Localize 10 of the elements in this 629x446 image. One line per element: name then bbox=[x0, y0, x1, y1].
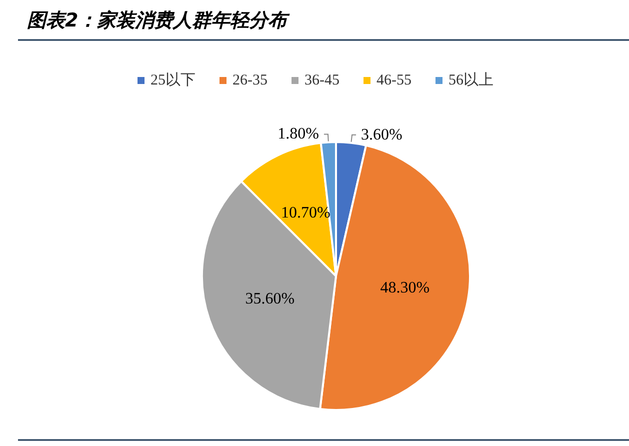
data-label: 3.60% bbox=[361, 126, 402, 144]
legend-label: 25以下 bbox=[150, 72, 196, 88]
legend-label: 36-45 bbox=[304, 72, 340, 88]
data-label: 1.80% bbox=[278, 126, 319, 143]
data-label: 35.60% bbox=[245, 290, 295, 308]
legend-label: 26-35 bbox=[232, 72, 268, 88]
chart-title: 图表2：家装消费人群年轻分布 bbox=[27, 10, 290, 32]
legend-label: 56以上 bbox=[448, 72, 494, 88]
data-label: 48.30% bbox=[380, 280, 430, 297]
legend-label: 46-55 bbox=[376, 72, 412, 88]
